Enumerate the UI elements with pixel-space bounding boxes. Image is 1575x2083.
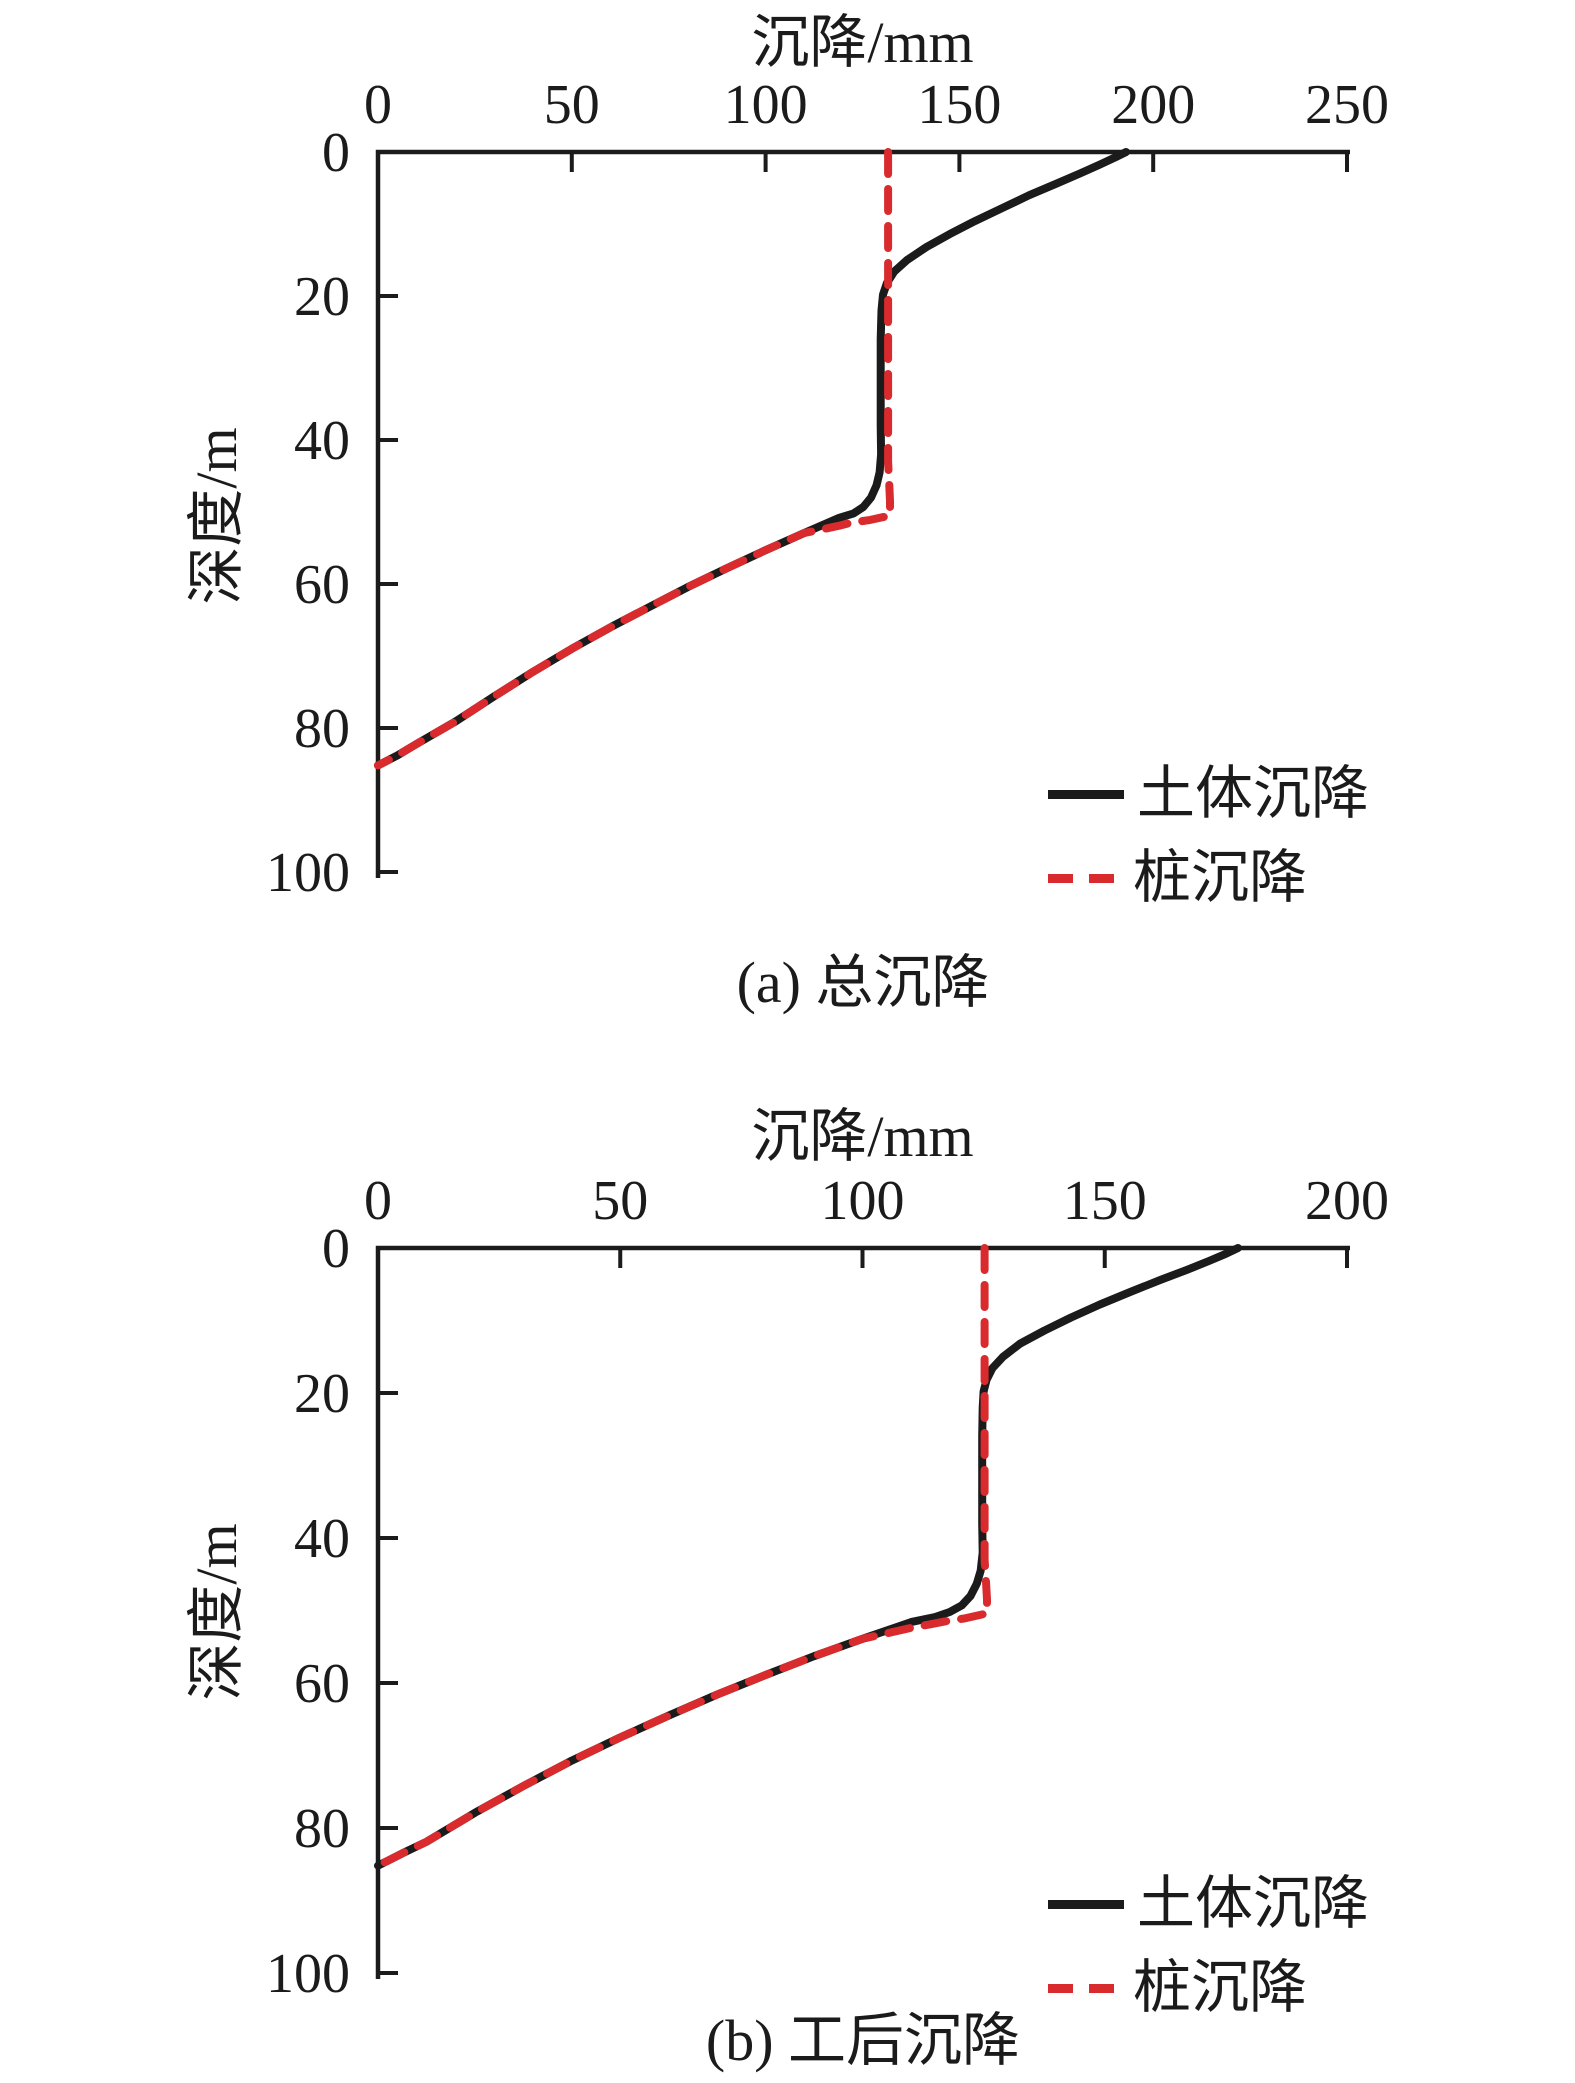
chart-b: 0 50 100 150 200 0 20 40 60 80 100 [266,1170,1389,2005]
y-tick-label-b: 20 [294,1363,350,1425]
chart-a: 0 50 100 150 200 250 0 20 40 60 80 100 [266,74,1389,904]
y-tick-label-a: 0 [322,122,350,184]
chart-b-caption: (b) 工后沉降 [705,2008,1021,2073]
pile-settlement-curve-a [374,148,894,770]
y-tick-label-b: 60 [294,1653,350,1715]
soil-settlement-curve-a [374,148,1131,770]
x-tick-label-a: 200 [1111,74,1195,136]
axes-b [375,1245,1350,1979]
chart-a-legend-item-soil: 土体沉降 [1048,752,1369,836]
x-tick-label-b: 200 [1305,1170,1389,1232]
x-tick-label-a: 150 [917,74,1001,136]
chart-a-legend: 土体沉降 桩沉降 [1048,752,1369,920]
solid-line-swatch [1048,789,1124,799]
legend-label-pile: 桩沉降 [1133,845,1308,910]
chart-a-legend-item-pile: 桩沉降 [1048,836,1369,920]
dashed-line-swatch [1048,873,1120,883]
x-tick-label-b: 0 [364,1170,392,1232]
chart-b-legend: 土体沉降 桩沉降 [1048,1862,1369,2030]
legend-label-soil: 土体沉降 [1137,1871,1370,1936]
x-tick-label-a: 50 [544,74,600,136]
x-tick-label-b: 150 [1063,1170,1147,1232]
y-tick-label-b: 0 [322,1218,350,1280]
x-tick-label-a: 100 [724,74,808,136]
x-tick-label-a: 250 [1305,74,1389,136]
y-tick-label-b: 80 [294,1798,350,1860]
x-tick-label-a: 0 [364,74,392,136]
legend-label-soil: 土体沉降 [1137,761,1370,826]
chart-a-x-axis-title: 沉降/mm [751,10,974,75]
y-tick-label-a: 100 [266,842,350,904]
y-tick-label-a: 60 [294,554,350,616]
y-tick-label-a: 20 [294,266,350,328]
chart-b-legend-item-soil: 土体沉降 [1048,1862,1369,1946]
dashed-line-swatch [1048,1983,1120,1993]
x-tick-label-b: 50 [592,1170,648,1232]
y-tick-label-b: 100 [266,1943,350,2005]
chart-b-legend-item-pile: 桩沉降 [1048,1946,1369,2030]
pile-settlement-curve-b [374,1244,991,1870]
chart-a-caption: (a) 总沉降 [736,950,990,1015]
soil-settlement-curve-b [374,1244,1242,1870]
y-tick-label-a: 80 [294,698,350,760]
y-tick-label-b: 40 [294,1508,350,1570]
chart-b-y-axis-title: 深度/m [184,1523,249,1701]
y-tick-label-a: 40 [294,410,350,472]
solid-line-swatch [1048,1899,1124,1909]
axes-a [375,149,1350,878]
chart-b-x-axis-title: 沉降/mm [751,1104,974,1169]
x-tick-label-b: 100 [821,1170,905,1232]
legend-label-pile: 桩沉降 [1133,1955,1308,2020]
chart-a-y-axis-title: 深度/m [184,427,249,605]
